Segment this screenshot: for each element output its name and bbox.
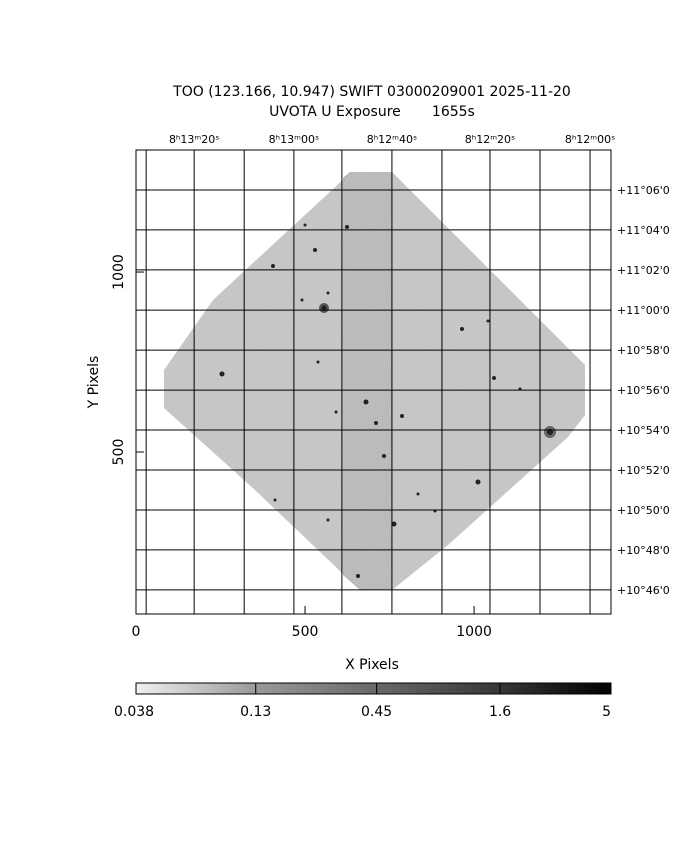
- y-tick-label: 500: [111, 439, 127, 466]
- ra-tick-label: 8ʰ13ᵐ00ˢ: [269, 133, 319, 146]
- colorbar-tick-label: 0.45: [361, 704, 392, 720]
- y-tick-label: 1000: [111, 254, 127, 290]
- ra-tick-label: 8ʰ13ᵐ20ˢ: [169, 133, 219, 146]
- chart-title: TOO (123.166, 10.947) SWIFT 03000209001 …: [172, 84, 571, 100]
- dec-tick-label: +10°54'0: [617, 424, 670, 437]
- x-tick-label: 500: [292, 624, 319, 640]
- colorbar: [135, 682, 612, 695]
- colorbar-tick-label: 0.13: [240, 704, 271, 720]
- dec-tick-label: +10°46'0: [617, 584, 670, 597]
- dec-tick-label: +11°06'0: [617, 184, 670, 197]
- dec-tick-label: +10°50'0: [617, 504, 670, 517]
- colorbar-tick-label: 5: [602, 704, 611, 720]
- image-noise: [164, 172, 585, 590]
- dec-tick-label: +10°58'0: [617, 344, 670, 357]
- dec-tick-label: +10°48'0: [617, 544, 670, 557]
- x-tick-label: 0: [132, 624, 141, 640]
- ra-tick-label: 8ʰ12ᵐ40ˢ: [367, 133, 417, 146]
- y-axis-label: Y Pixels: [86, 356, 102, 410]
- ra-tick-label: 8ʰ12ᵐ00ˢ: [565, 133, 615, 146]
- ra-tick-label: 8ʰ12ᵐ20ˢ: [465, 133, 515, 146]
- colorbar-tick-label: 1.6: [489, 704, 511, 720]
- dec-tick-label: +11°00'0: [617, 304, 670, 317]
- colorbar-tick-label: 0.038: [114, 704, 154, 720]
- dec-tick-label: +11°04'0: [617, 224, 670, 237]
- x-axis-label: X Pixels: [345, 657, 399, 673]
- x-tick-label: 1000: [456, 624, 492, 640]
- sky-image: [164, 172, 585, 590]
- plot-frame: [135, 149, 612, 615]
- dec-tick-label: +10°52'0: [617, 464, 670, 477]
- dec-tick-label: +11°02'0: [617, 264, 670, 277]
- dec-tick-label: +10°56'0: [617, 384, 670, 397]
- chart-subtitle: UVOTA U Exposure 1655s: [269, 104, 475, 120]
